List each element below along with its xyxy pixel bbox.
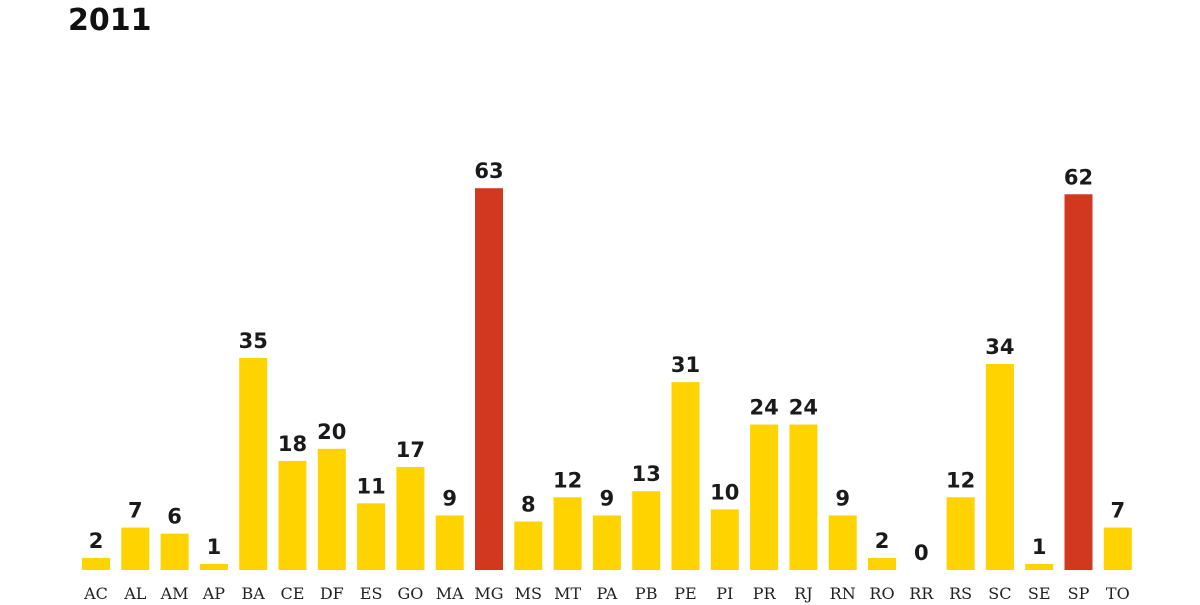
value-label: 34 — [985, 335, 1014, 359]
bar — [514, 521, 543, 570]
value-label: 9 — [835, 486, 850, 510]
bar — [199, 563, 228, 570]
x-tick-label: SE — [1028, 584, 1051, 603]
value-label: 24 — [749, 396, 778, 420]
bar — [278, 460, 307, 570]
x-tick-label: AP — [202, 584, 226, 603]
value-label: 24 — [789, 396, 818, 420]
x-tick-label: RN — [830, 584, 856, 603]
x-tick-label: PA — [596, 584, 617, 603]
x-tick-label: AM — [160, 584, 189, 603]
x-tick-label: MG — [474, 584, 503, 603]
value-label: 10 — [710, 480, 739, 504]
x-tick-label: CE — [281, 584, 305, 603]
x-tick-label: MT — [554, 584, 581, 603]
bar — [475, 188, 503, 570]
bar — [1064, 194, 1093, 570]
x-tick-label: ES — [360, 584, 383, 603]
bar — [632, 491, 661, 570]
x-tick-label: AL — [123, 584, 147, 603]
value-label: 7 — [1110, 499, 1125, 523]
value-label: 9 — [442, 486, 457, 510]
bar — [317, 448, 346, 570]
x-tick-label: RR — [909, 584, 934, 603]
x-tick-label: DF — [320, 584, 344, 603]
x-tick-label: RS — [949, 584, 972, 603]
value-label: 6 — [167, 505, 182, 529]
x-tick-label: RJ — [794, 584, 812, 603]
bar — [789, 424, 818, 570]
x-tick-label: PR — [753, 584, 777, 603]
bar — [710, 509, 739, 570]
value-label: 12 — [553, 468, 582, 492]
bar — [592, 515, 621, 570]
bar — [946, 497, 975, 570]
x-tick-label: SC — [988, 584, 1011, 603]
bar — [985, 363, 1014, 570]
value-label: 17 — [396, 438, 425, 462]
x-tick-label: PI — [716, 584, 733, 603]
x-tick-label: MA — [436, 584, 464, 603]
bar — [239, 357, 268, 570]
value-label: 12 — [946, 468, 975, 492]
x-tick-label: BA — [242, 584, 266, 603]
x-tick-label: AC — [83, 584, 108, 603]
bar — [121, 527, 150, 570]
value-label: 63 — [474, 159, 503, 183]
value-label: 9 — [600, 486, 615, 510]
value-label: 7 — [128, 499, 143, 523]
bar — [357, 503, 386, 570]
x-tick-label: RO — [869, 584, 894, 603]
chart-title: 2011 — [68, 3, 152, 38]
x-tick-label: PE — [674, 584, 696, 603]
value-label: 11 — [356, 474, 385, 498]
value-label: 31 — [671, 353, 700, 377]
bar — [671, 382, 700, 570]
bar — [828, 515, 857, 570]
bar — [435, 515, 464, 570]
value-label: 0 — [914, 541, 929, 565]
x-tick-label: SP — [1068, 584, 1090, 603]
value-label: 62 — [1064, 165, 1093, 189]
value-label: 35 — [239, 329, 268, 353]
value-label: 8 — [521, 493, 536, 517]
bar — [1103, 527, 1132, 570]
bar — [160, 533, 189, 570]
value-label: 20 — [317, 420, 346, 444]
x-tick-label: MS — [515, 584, 542, 603]
bar — [868, 557, 896, 570]
bar — [1025, 563, 1054, 570]
value-label: 13 — [632, 462, 661, 486]
value-label: 2 — [875, 529, 890, 553]
value-label: 1 — [1032, 535, 1047, 559]
x-tick-label: GO — [397, 584, 423, 603]
value-label: 2 — [89, 529, 104, 553]
bar — [396, 466, 425, 570]
value-label: 18 — [278, 432, 307, 456]
x-tick-label: TO — [1106, 584, 1130, 603]
bar — [750, 424, 779, 570]
value-label: 1 — [207, 535, 222, 559]
bar — [553, 497, 582, 570]
bar — [82, 557, 110, 570]
x-tick-label: PB — [635, 584, 658, 603]
